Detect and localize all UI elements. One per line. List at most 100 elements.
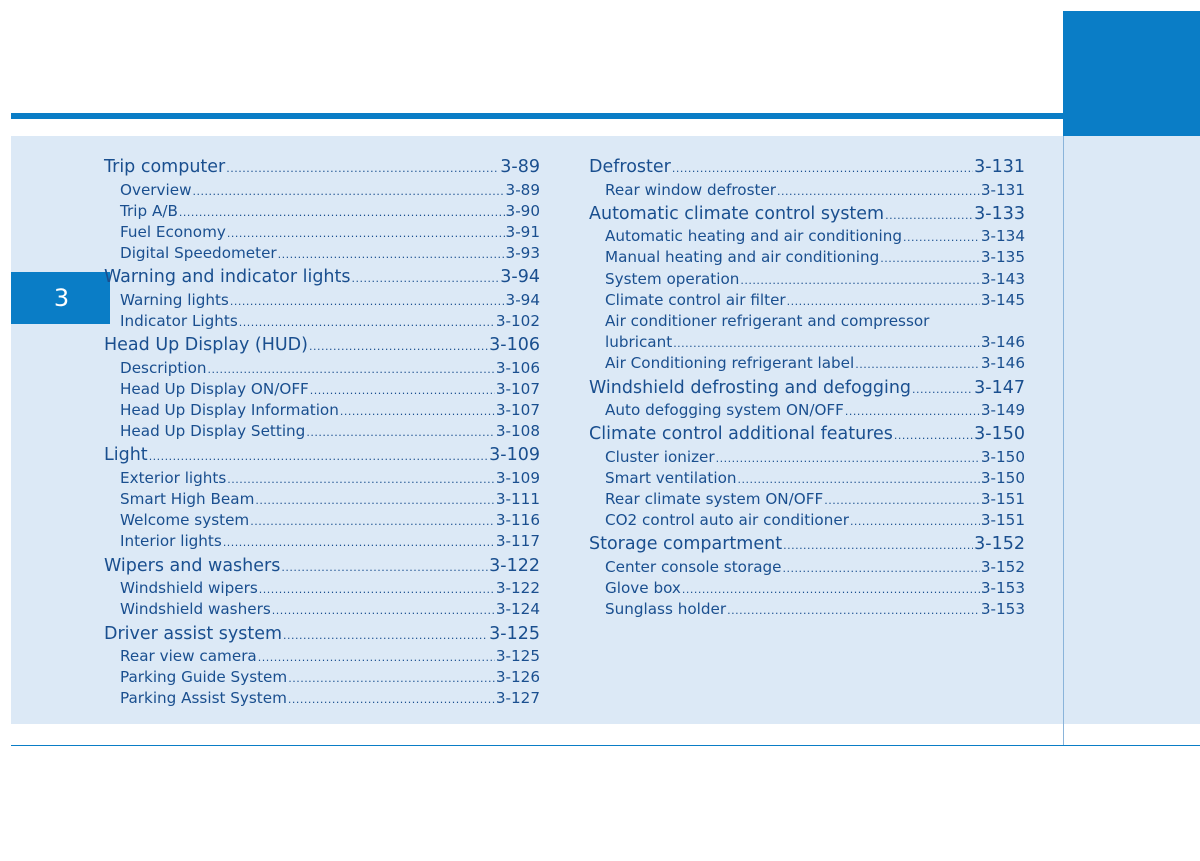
toc-subsection-entry[interactable]: Interior lights 3-117 [104,531,540,552]
toc-section-entry[interactable]: Trip computer 3-89 [104,155,540,180]
toc-entry-title: Light [104,445,148,466]
toc-entry-title: Defroster [589,157,671,177]
toc-subsection-entry[interactable]: Climate control air filter 3-145 [589,290,1025,311]
toc-page-number: 3-133 [974,203,1025,224]
toc-subsection-entry[interactable]: Parking Guide System 3-126 [104,667,540,688]
toc-page-number: 3-146 [980,333,1025,352]
toc-page-number: 3-150 [980,468,1025,487]
toc-subsection-entry[interactable]: Rear climate system ON/OFF 3-151 [589,489,1025,510]
toc-subsection-entry[interactable]: Rear view camera 3-125 [104,646,540,667]
toc-subsection-entry[interactable]: Overview 3-89 [104,180,540,201]
toc-subsection-entry[interactable]: lubricant 3-146 [589,332,1025,353]
toc-entry-title: Fuel Economy [120,222,226,241]
top-rule [11,113,1063,119]
toc-section-entry[interactable]: Light 3-109 [104,443,540,468]
toc-subsection-entry[interactable]: Sunglass holder 3-153 [589,599,1025,620]
toc-entry-title: Windshield defrosting and defogging [589,377,912,398]
toc-page-number: 3-89 [505,180,540,199]
dot-leader [885,204,973,229]
toc-section-entry[interactable]: Storage compartment 3-152 [589,532,1025,557]
dot-leader [310,380,495,401]
toc-page-number: 3-143 [980,269,1025,288]
toc-subsection-entry[interactable]: Smart ventilation 3-150 [589,468,1025,489]
dot-leader [288,689,495,710]
toc-page-number: 3-111 [495,490,540,509]
toc-entry-title: Smart ventilation [605,468,737,487]
toc-page-number: 3-124 [495,600,540,619]
toc-subsection-entry[interactable]: Auto defogging system ON/OFF 3-149 [589,400,1025,421]
dot-leader [787,291,980,312]
toc-page-number: 3-109 [495,468,540,487]
toc-subsection-entry[interactable]: Fuel Economy 3-91 [104,222,540,243]
toc-entry-title: Driver assist system [104,623,283,644]
toc-entry-title: Windshield wipers [120,579,258,598]
toc-section-entry[interactable]: Warning and indicator lights 3-94 [104,265,540,290]
toc-page-number: 3-127 [495,689,540,708]
toc-subsection-entry[interactable]: Trip A/B 3-90 [104,201,540,222]
toc-subsection-entry[interactable]: Rear window defroster 3-131 [589,180,1025,201]
toc-entry-title: Climate control air filter [605,290,786,309]
toc-subsection-entry[interactable]: Description 3-106 [104,358,540,379]
toc-entry-title: Center console storage [605,557,782,576]
toc-section-entry[interactable]: Climate control additional features 3-150 [589,422,1025,447]
toc-subsection-entry[interactable]: Cluster ionizer 3-150 [589,447,1025,468]
toc-subsection-entry[interactable]: Air Conditioning refrigerant label 3-146 [589,353,1025,374]
toc-entry-title: Windshield washers [120,600,271,619]
dot-leader [208,359,495,380]
toc-page-number: 3-122 [495,579,540,598]
toc-subsection-entry[interactable]: Windshield washers 3-124 [104,599,540,620]
toc-entry-title: Welcome system [120,511,250,530]
toc-subsection-entry[interactable]: Manual heating and air conditioning 3-135 [589,247,1025,268]
toc-subsection-entry[interactable]: Exterior lights 3-109 [104,468,540,489]
dot-leader [777,181,980,202]
toc-section-entry[interactable]: Driver assist system 3-125 [104,622,540,647]
toc-subsection-entry[interactable]: Head Up Display Information 3-107 [104,400,540,421]
toc-entry-title: System operation [605,269,740,288]
toc-subsection-entry[interactable]: Welcome system 3-116 [104,510,540,531]
toc-subsection-entry[interactable]: Head Up Display ON/OFF 3-107 [104,379,540,400]
toc-section-entry[interactable]: Wipers and washers 3-122 [104,554,540,579]
corner-block [1063,11,1200,136]
toc-subsection-entry[interactable]: Warning lights 3-94 [104,290,540,311]
toc-page-number: 3-135 [980,248,1025,267]
toc-page-number: 3-150 [980,447,1025,466]
toc-page-number: 3-152 [980,557,1025,576]
toc-section-entry[interactable]: Windshield defrosting and defogging 3-147 [589,376,1025,401]
dot-leader [193,181,505,202]
toc-subsection-entry[interactable]: Automatic heating and air conditioning 3-… [589,226,1025,247]
toc-subsection-entry[interactable]: Indicator Lights 3-102 [104,311,540,332]
dot-leader [738,469,980,490]
bottom-rule [11,745,1200,746]
dot-leader [306,422,495,443]
dot-leader [682,579,980,600]
toc-page-number: 3-89 [500,157,540,177]
dot-leader [227,223,505,244]
toc-subsection-entry[interactable]: Head Up Display Setting 3-108 [104,421,540,442]
dot-leader [259,579,495,600]
toc-subsection-entry[interactable]: Windshield wipers 3-122 [104,578,540,599]
toc-subsection-entry[interactable]: Glove box 3-153 [589,578,1025,599]
toc-section-entry[interactable]: Defroster 3-131 [589,155,1025,180]
toc-page-number: 3-125 [489,623,540,644]
dot-leader [283,624,488,649]
toc-subsection-entry[interactable]: System operation 3-143 [589,269,1025,290]
toc-page-number: 3-125 [495,647,540,665]
toc-entry-title: Head Up Display ON/OFF [120,379,309,398]
dot-leader [288,668,495,689]
toc-subsection-entry[interactable]: Parking Assist System 3-127 [104,688,540,709]
toc-section-entry[interactable]: Automatic climate control system 3-133 [589,202,1025,227]
toc-entry-title: Sunglass holder [605,600,727,619]
toc-subsection-entry[interactable]: Digital Speedometer 3-93 [104,243,540,264]
toc-page-number: 3-147 [974,377,1025,398]
toc-entry-title: Smart High Beam [120,490,255,509]
toc-subsection-entry[interactable]: Smart High Beam 3-111 [104,489,540,510]
toc-section-entry[interactable]: Head Up Display (HUD) 3-106 [104,333,540,358]
toc-entry-title: Rear view camera [120,647,257,665]
toc-subsection-entry[interactable]: Center console storage 3-152 [589,557,1025,578]
toc-subsection-entry[interactable]: Air conditioner refrigerant and compress… [589,311,1025,332]
toc-page-number: 3-131 [974,157,1025,177]
chapter-tab: 3 [11,272,110,324]
dot-leader [903,227,980,248]
toc-page-number: 3-117 [495,532,540,551]
toc-subsection-entry[interactable]: CO2 control auto air conditioner 3-151 [589,510,1025,531]
